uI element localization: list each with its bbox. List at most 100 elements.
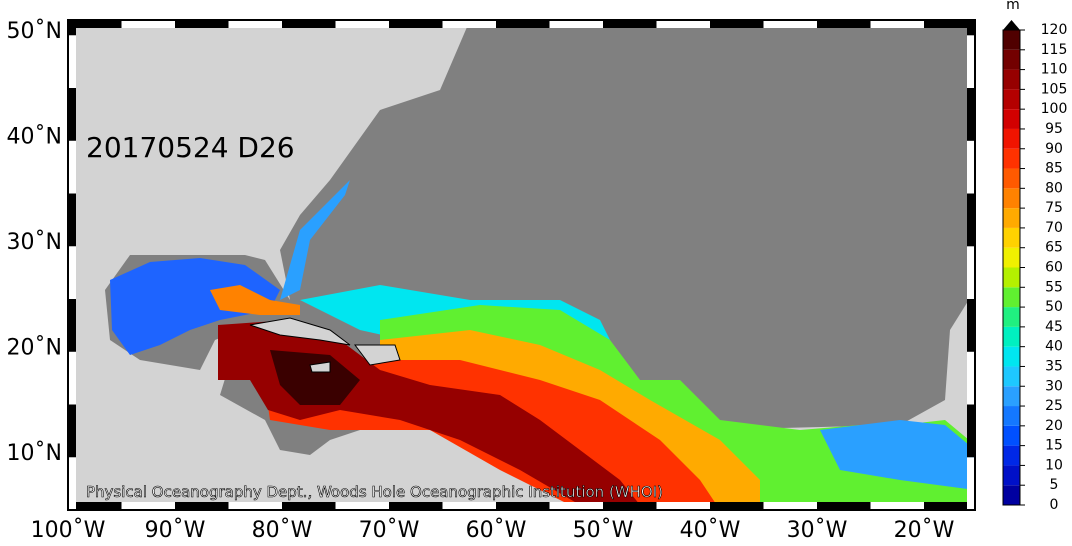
frame-segment xyxy=(442,502,496,510)
map-area xyxy=(68,20,975,510)
frame-segment xyxy=(967,88,975,141)
frame-segment xyxy=(967,35,975,88)
colorbar-tick-label: 95 xyxy=(1045,121,1063,137)
colorbar-swatch xyxy=(1003,30,1020,50)
frame-segment xyxy=(442,20,496,28)
colorbar-tick-label: 55 xyxy=(1045,279,1063,295)
lon-label: 60˚W xyxy=(466,518,527,542)
frame-segment xyxy=(282,20,336,28)
frame-segment xyxy=(967,299,975,352)
lon-label: 80˚W xyxy=(252,518,313,542)
colorbar-tick-label: 105 xyxy=(1041,81,1068,97)
colorbar-swatch xyxy=(1003,406,1020,426)
colorbar-swatch xyxy=(1003,109,1020,129)
frame-segment xyxy=(763,20,817,28)
frame-segment xyxy=(656,502,710,510)
colorbar-swatch xyxy=(1003,445,1020,466)
colorbar-tick-label: 0 xyxy=(1050,497,1059,513)
lon-label: 30˚W xyxy=(787,518,848,542)
colorbar-swatch xyxy=(1003,326,1020,347)
frame-segment xyxy=(68,35,76,88)
colorbar-tick-label: 20 xyxy=(1045,418,1063,434)
frame-segment xyxy=(924,20,975,28)
frame-segment xyxy=(967,246,975,299)
colorbar-tick-label: 70 xyxy=(1045,220,1063,236)
frame-segment xyxy=(121,20,175,28)
map-border xyxy=(67,19,976,511)
islands xyxy=(249,317,401,373)
colorbar-tick-label: 120 xyxy=(1041,22,1068,38)
colorbar-tick-label: 90 xyxy=(1045,141,1063,157)
lat-label: 50˚N xyxy=(7,19,62,44)
lon-label: 50˚W xyxy=(573,518,634,542)
frame-segment xyxy=(763,502,817,510)
colorbar-tick-label: 25 xyxy=(1045,398,1063,414)
lat-label: 30˚N xyxy=(7,230,62,255)
frame-segment xyxy=(282,502,336,510)
frame-segment xyxy=(228,20,282,28)
frame-segment xyxy=(68,20,122,28)
lat-label: 40˚N xyxy=(7,125,62,150)
frame-segment xyxy=(924,502,975,510)
frame-segment xyxy=(335,502,389,510)
colorbar-swatch xyxy=(1003,287,1020,308)
frame-segment xyxy=(817,502,871,510)
frame-segment xyxy=(496,502,550,510)
colorbar-swatch xyxy=(1003,69,1020,90)
frame-segment xyxy=(68,404,76,458)
colorbar-swatch xyxy=(1003,168,1020,189)
date-label: 20170524 D26 xyxy=(86,131,295,164)
lon-label: 90˚W xyxy=(145,518,206,542)
colorbar-swatch xyxy=(1003,208,1020,228)
frame-segment xyxy=(175,502,229,510)
frame-segment xyxy=(549,20,603,28)
frame-segment xyxy=(389,20,443,28)
colorbar-tick-label: 110 xyxy=(1041,62,1068,78)
colorbar-swatch xyxy=(1003,366,1020,387)
colorbar-tick-label: 60 xyxy=(1045,260,1063,276)
frame-segment xyxy=(121,502,175,510)
frame-segment xyxy=(967,193,975,247)
colorbar-swatch xyxy=(1003,247,1020,268)
frame-segment xyxy=(68,457,76,510)
frame-segment xyxy=(68,246,76,299)
frame-segment xyxy=(967,20,975,36)
colorbar-tick-label: 30 xyxy=(1045,378,1063,394)
colorbar-arrow xyxy=(1003,20,1020,30)
frame-segment xyxy=(68,88,76,141)
frame-segment xyxy=(228,502,282,510)
colorbar-swatch xyxy=(1003,386,1020,407)
colorbar-swatch xyxy=(1003,49,1020,70)
frame-segment xyxy=(603,502,657,510)
colorbar-tick-label: 35 xyxy=(1045,358,1063,374)
frame-segment xyxy=(967,140,975,194)
colorbar-swatch xyxy=(1003,148,1020,169)
lon-label: 20˚W xyxy=(894,518,955,542)
colorbar-tick-label: 45 xyxy=(1045,319,1063,335)
frame-segment xyxy=(68,140,76,194)
frame-segment xyxy=(496,20,550,28)
lat-label: 20˚N xyxy=(7,336,62,361)
colorbar-swatch xyxy=(1003,267,1020,288)
colorbar-swatch xyxy=(1003,89,1020,110)
colorbar-swatch xyxy=(1003,188,1020,209)
frame-segment xyxy=(68,193,76,247)
frame-segment xyxy=(870,20,924,28)
colorbar-tick-label: 50 xyxy=(1045,299,1063,315)
colorbar-swatch xyxy=(1003,425,1020,446)
lon-label: 100˚W xyxy=(31,518,106,542)
credit: Physical Oceanography Dept., Woods Hole … xyxy=(86,483,663,501)
colorbar-tick-label: 40 xyxy=(1045,339,1063,355)
frame-segment xyxy=(175,20,229,28)
colorbar-tick-label: 85 xyxy=(1045,161,1063,177)
frame-segment xyxy=(335,20,389,28)
colorbar-tick-label: 5 xyxy=(1050,477,1059,493)
colorbar-swatch xyxy=(1003,307,1020,327)
map-frame xyxy=(68,20,975,510)
lon-label: 70˚W xyxy=(359,518,420,542)
frame-segment xyxy=(68,299,76,352)
frame-segment xyxy=(967,351,975,405)
frame-segment xyxy=(68,502,122,510)
colorbar-tick-label: 65 xyxy=(1045,240,1063,256)
